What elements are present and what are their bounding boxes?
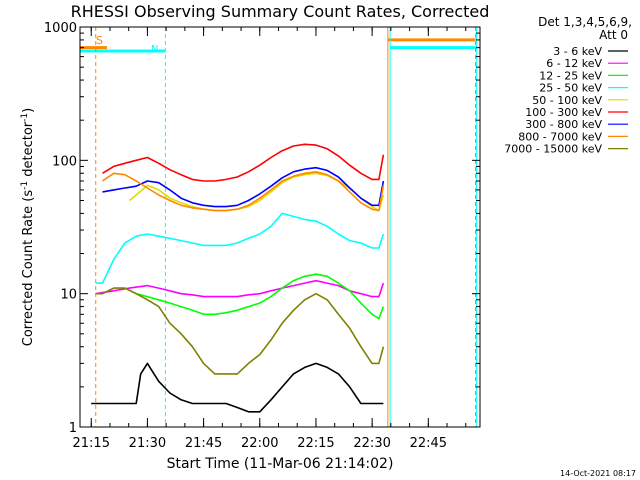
y-axis-label: Corrected Count Rate (s-1 detector-1): [20, 108, 36, 346]
series-line-6: [102, 166, 385, 208]
series-line-2: [124, 273, 385, 320]
series-line-0: [91, 362, 384, 413]
series-line-5: [102, 143, 385, 182]
y-label-mid: detector: [21, 121, 36, 181]
detector-info-line2: Att 0: [599, 28, 628, 42]
legend-label: 50 - 100 keV: [532, 94, 602, 107]
plot-area: [80, 27, 478, 427]
legend-label: 25 - 50 keV: [539, 82, 602, 95]
x-axis: 21:15 21:30 21:45 22:00 22:15 22:30 22:45: [73, 27, 467, 451]
y-label-sup1: -1: [20, 181, 30, 190]
legend-label: 100 - 300 keV: [525, 106, 602, 119]
x-tick-label: 21:30: [129, 436, 166, 451]
y-axis: 1 10 100 1000: [44, 21, 480, 436]
x-tick-label: 21:45: [185, 436, 222, 451]
timestamp: 14-Oct-2021 08:17: [560, 469, 636, 478]
series-line-3: [95, 212, 385, 284]
chart-title: RHESSI Observing Summary Count Rates, Co…: [71, 2, 490, 21]
series-line-8: [95, 287, 385, 375]
y-label-sup2: -1: [20, 113, 30, 122]
legend-label: 6 - 12 keV: [546, 57, 602, 70]
detector-info-line1: Det 1,3,4,5,6,9,: [538, 15, 632, 29]
x-tick-label: 22:30: [353, 436, 390, 451]
y-tick-label: 100: [52, 154, 77, 169]
x-tick-label: 22:00: [241, 436, 278, 451]
series-line-7: [102, 171, 385, 212]
x-tick-label: 21:15: [73, 436, 110, 451]
y-tick-label: 1: [69, 421, 77, 436]
night-marker-label: N: [151, 44, 158, 55]
plot-frame: [79, 26, 481, 428]
legend-label: 3 - 6 keV: [553, 45, 602, 58]
y-tick-label: 1000: [44, 21, 77, 36]
svg-text:Corrected Count Rate (s-1 dete: Corrected Count Rate (s-1 detector-1): [20, 108, 36, 346]
x-tick-label: 22:45: [410, 436, 447, 451]
legend-label: 7000 - 15000 keV: [504, 143, 602, 156]
y-label-end: ): [21, 108, 36, 113]
y-label-main: Corrected Count Rate (s: [21, 190, 36, 347]
x-axis-label: Start Time (11-Mar-06 21:14:02): [167, 456, 394, 472]
x-tick-label: 22:15: [297, 436, 334, 451]
legend-label: 800 - 7000 keV: [518, 130, 602, 143]
saa-marker-label: S: [96, 34, 103, 47]
y-tick-label: 10: [60, 288, 77, 303]
legend-label: 12 - 25 keV: [539, 69, 602, 82]
legend-label: 300 - 800 keV: [525, 118, 602, 131]
